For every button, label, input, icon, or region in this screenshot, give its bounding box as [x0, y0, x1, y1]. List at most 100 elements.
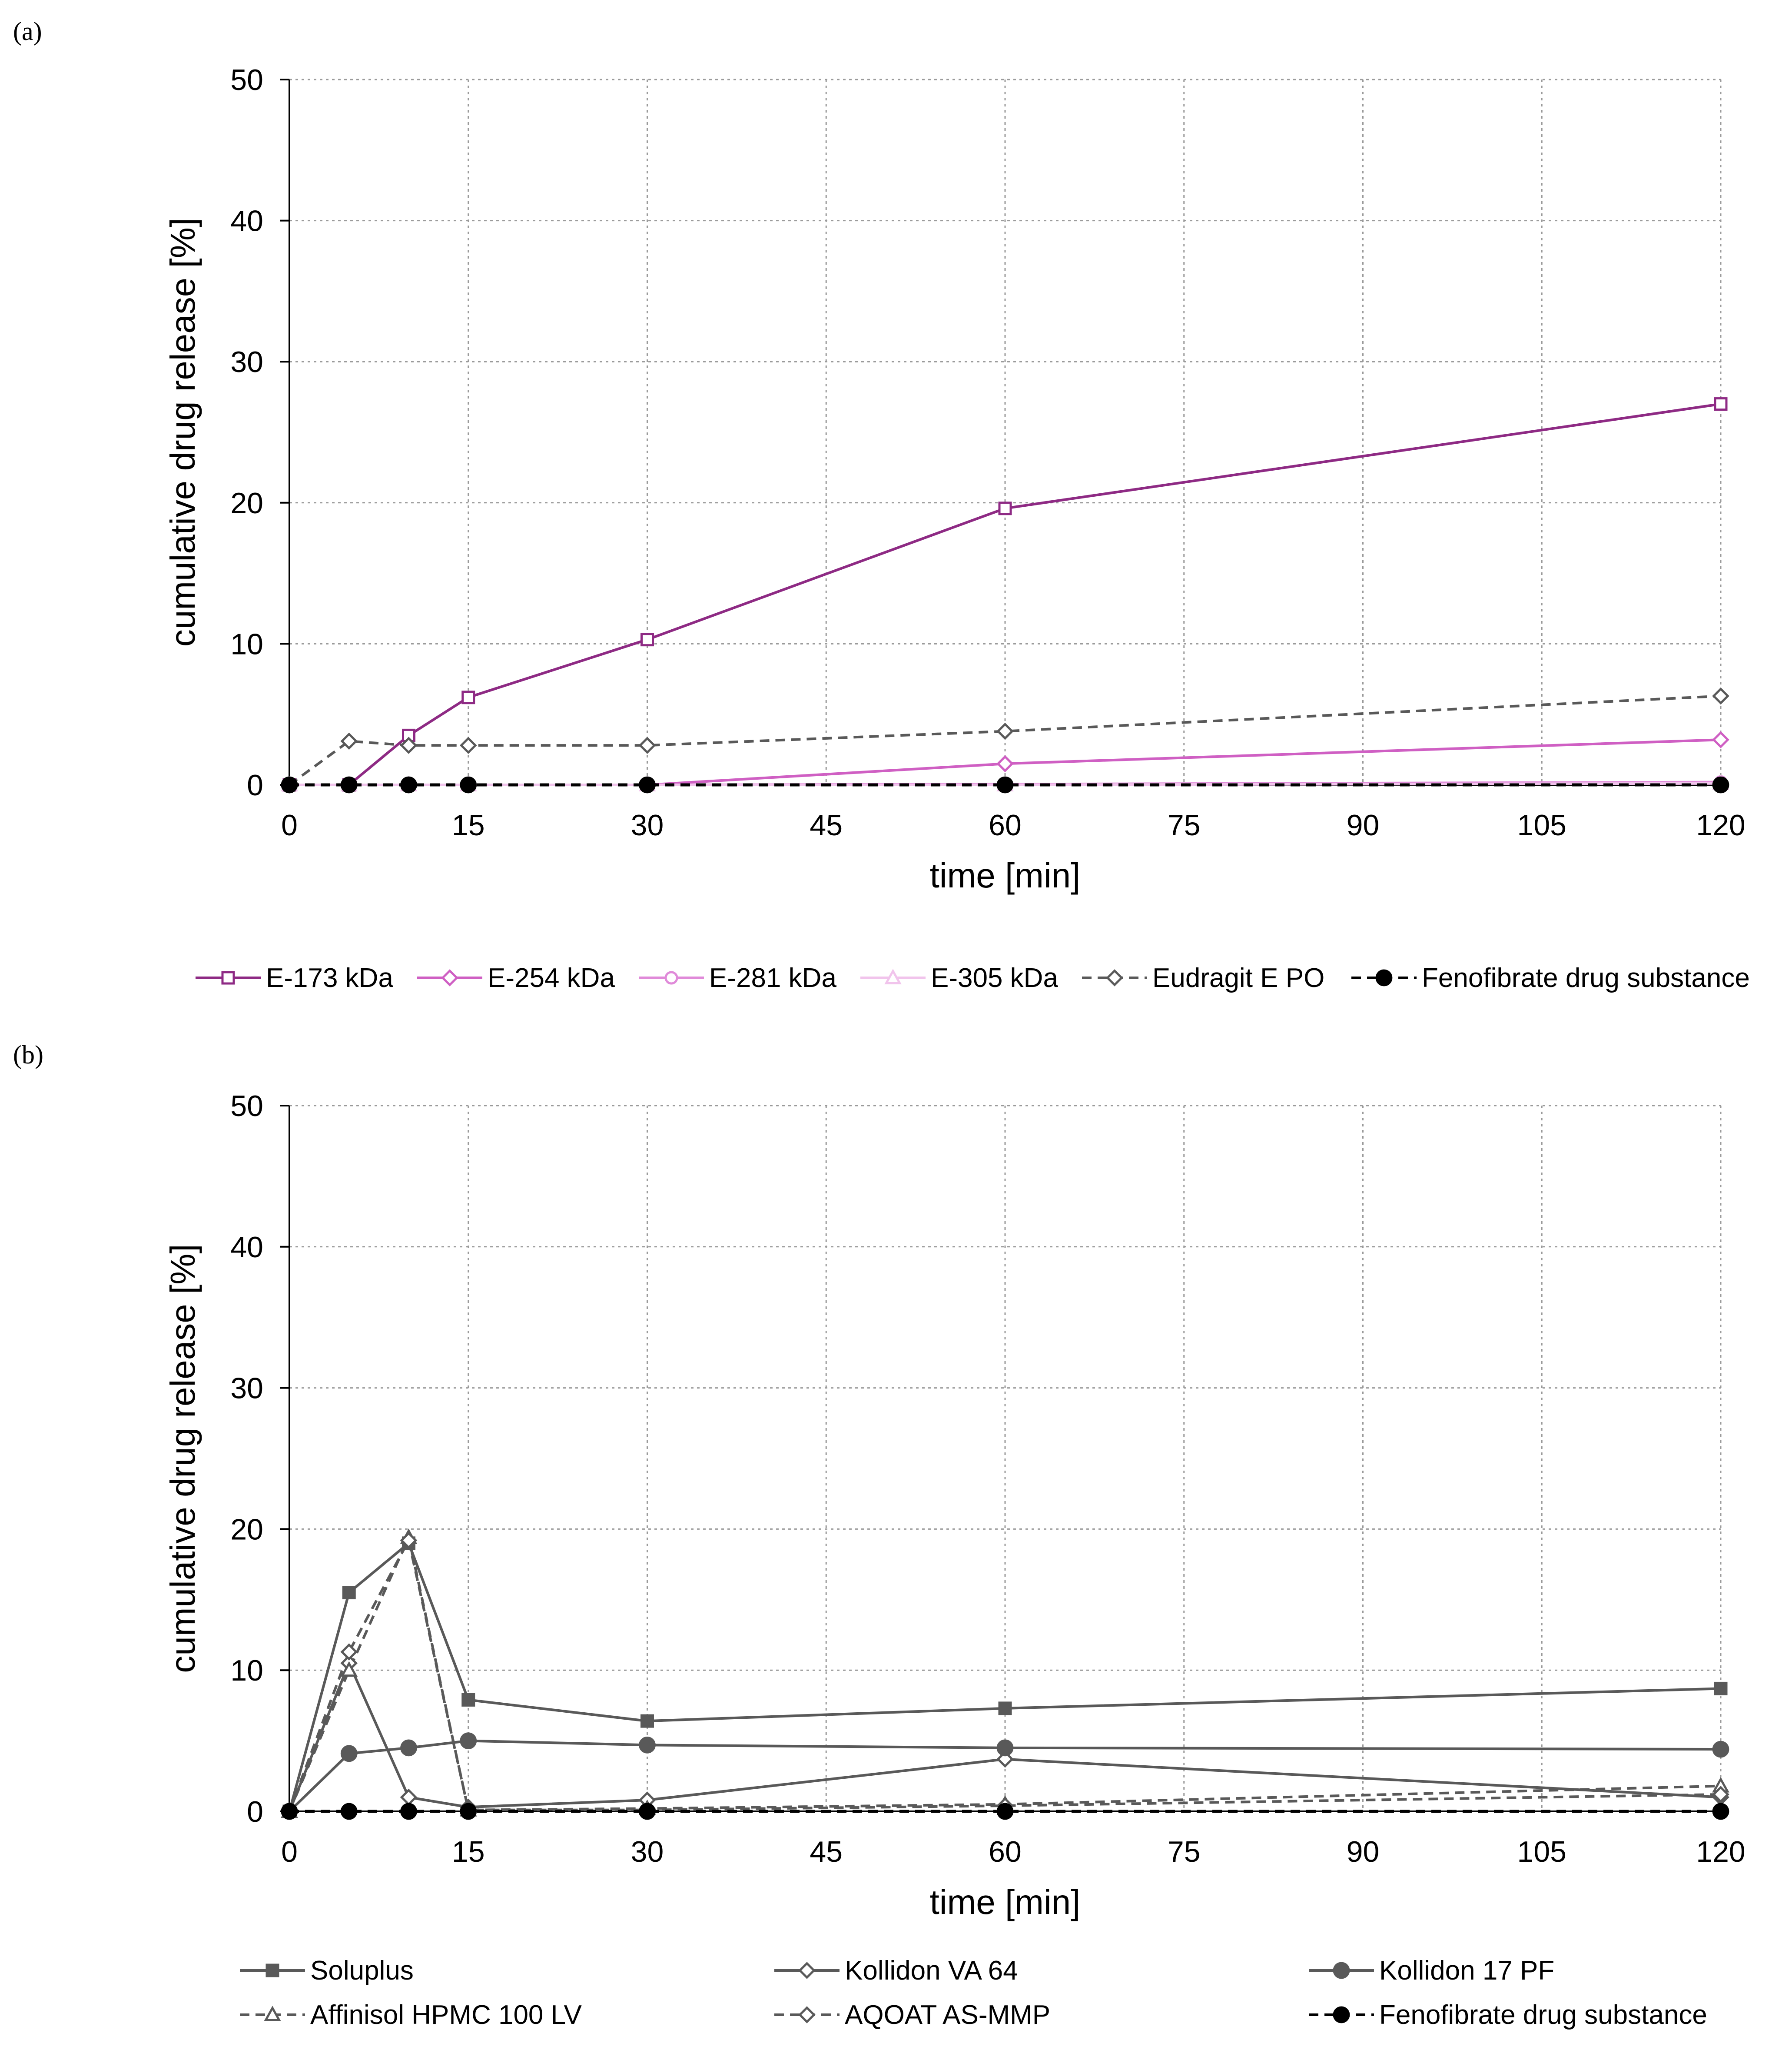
data-point: [640, 633, 654, 647]
data-point: [461, 691, 475, 704]
data-point: [996, 1739, 1014, 1757]
data-point: [639, 1803, 656, 1820]
y-tick-label: 50: [230, 1090, 263, 1123]
legend-swatch-marker: [798, 2006, 816, 2023]
data-point: [639, 1736, 656, 1754]
x-tick-label: 105: [1517, 809, 1566, 842]
legend-label: E-305 kDa: [931, 963, 1058, 993]
y-axis-title: cumulative drug release [%]: [163, 218, 202, 647]
legend-label: AQOAT AS-MMP: [845, 2000, 1050, 2030]
legend-label: Fenofibrate drug substance: [1379, 2000, 1707, 2030]
x-tick-label: 0: [281, 1835, 298, 1868]
legend-item: Soluplus: [240, 1956, 414, 1986]
data-point: [400, 1788, 418, 1806]
data-point: [996, 722, 1014, 740]
y-tick-label: 20: [230, 1513, 263, 1546]
legend-item: Fenofibrate drug substance: [1351, 963, 1750, 993]
x-tick-label: 30: [631, 809, 664, 842]
x-tick-label: 75: [1168, 1835, 1201, 1868]
x-tick-label: 75: [1168, 809, 1201, 842]
data-point: [460, 776, 477, 794]
data-point: [640, 1714, 654, 1728]
y-tick-label: 10: [230, 628, 263, 661]
chart-panel-a: (a) 0 10 20 30 40 50 0 15 30 45 60 75 90 105 120 time [m…: [13, 17, 1750, 993]
y-tick-label: 40: [230, 1231, 263, 1264]
data-point: [460, 1803, 477, 1820]
data-point: [402, 728, 415, 742]
data-point: [400, 1531, 418, 1549]
legend-item: E-281 kDa: [639, 963, 836, 993]
y-tick-label: 0: [247, 769, 263, 802]
legend-swatch-marker: [1375, 969, 1393, 987]
legend-label: E-254 kDa: [488, 963, 615, 993]
legend-item: Fenofibrate drug substance: [1309, 2000, 1707, 2030]
data-point: [400, 1803, 417, 1820]
chart-panel-b: (b) 0 10 20 30 40 50 0 15 30 45 60 75 90 105 120 time [m…: [13, 1040, 1746, 2030]
data-point: [1714, 397, 1728, 411]
panel-label: (a): [13, 17, 42, 46]
x-tick-label: 90: [1347, 1835, 1380, 1868]
x-tick-label: 45: [810, 1835, 843, 1868]
legend-swatch-marker: [264, 2006, 281, 2021]
x-tick-label: 15: [452, 809, 485, 842]
legend-item: AQOAT AS-MMP: [774, 2000, 1050, 2030]
x-tick-label: 30: [631, 1835, 664, 1868]
legend-swatch-marker: [798, 1962, 816, 1979]
legend-swatch-marker: [664, 971, 678, 985]
data-point: [1712, 687, 1729, 705]
data-point: [400, 737, 418, 754]
legend-item: E-254 kDa: [417, 963, 615, 993]
x-tick-label: 0: [281, 809, 298, 842]
legend-label: Affinisol HPMC 100 LV: [310, 2000, 582, 2030]
y-axis-title: cumulative drug release [%]: [163, 1244, 202, 1673]
y-tick-label: 10: [230, 1654, 263, 1687]
data-point: [340, 1643, 358, 1661]
data-point: [340, 1661, 358, 1677]
x-tick-label: 15: [452, 1835, 485, 1868]
legend-item: Eudragit E PO: [1082, 963, 1324, 993]
data-point: [342, 1586, 356, 1600]
data-point: [1712, 1786, 1729, 1803]
legend-item: E-173 kDa: [196, 963, 393, 993]
x-tick-label: 120: [1696, 809, 1745, 842]
legend-swatch-marker: [221, 971, 235, 985]
data-point: [996, 1803, 1014, 1820]
data-point: [340, 1803, 358, 1820]
x-axis-title: time [min]: [930, 856, 1081, 895]
legend-item: Affinisol HPMC 100 LV: [240, 2000, 582, 2030]
data-point: [461, 1693, 475, 1707]
data-point: [400, 776, 417, 794]
x-axis-title: time [min]: [930, 1883, 1081, 1921]
legend-label: Kollidon 17 PF: [1379, 1956, 1554, 1986]
data-point: [460, 1732, 477, 1750]
y-tick-label: 0: [247, 1795, 263, 1828]
data-point: [1712, 731, 1729, 748]
data-point: [996, 1751, 1014, 1768]
data-point: [1712, 776, 1729, 794]
data-point: [281, 1803, 298, 1820]
data-point: [1712, 1741, 1729, 1758]
legend-swatch-marker: [1106, 969, 1123, 987]
x-tick-label: 90: [1347, 809, 1380, 842]
x-tick-label: 105: [1517, 1835, 1566, 1868]
legend-item: E-305 kDa: [860, 963, 1058, 993]
legend-label: E-173 kDa: [266, 963, 393, 993]
panel-label: (b): [13, 1040, 43, 1069]
legend-swatch-marker: [441, 969, 458, 987]
legend-swatch-marker: [1333, 2006, 1350, 2023]
x-tick-label: 120: [1696, 1835, 1745, 1868]
data-point: [1712, 1803, 1729, 1820]
data-point: [998, 1701, 1012, 1715]
data-point: [638, 737, 656, 754]
data-point: [639, 776, 656, 794]
legend-swatch-marker: [265, 1963, 279, 1977]
data-point: [1714, 1681, 1728, 1695]
legend-label: Fenofibrate drug substance: [1422, 963, 1750, 993]
legend-label: E-281 kDa: [709, 963, 836, 993]
data-point: [340, 732, 358, 750]
legend-item: Kollidon VA 64: [774, 1956, 1018, 1986]
y-tick-label: 20: [230, 487, 263, 520]
legend-swatch-marker: [884, 969, 902, 984]
legend-item: Kollidon 17 PF: [1309, 1956, 1554, 1986]
